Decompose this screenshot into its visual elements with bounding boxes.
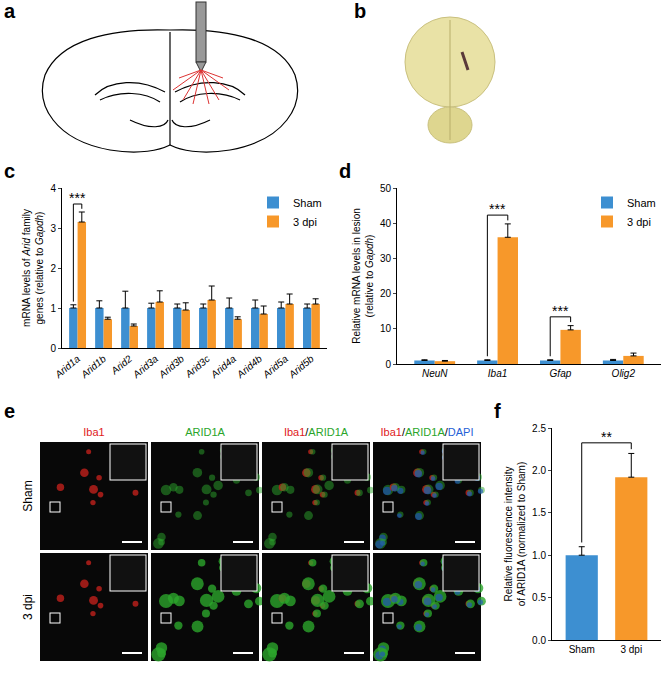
svg-text:Arid1b: Arid1b (78, 353, 108, 381)
svg-text:Relative mRNA levels in lesion: Relative mRNA levels in lesion(relative … (351, 208, 375, 344)
svg-text:Sham: Sham (627, 197, 656, 209)
svg-text:30: 30 (380, 253, 392, 264)
svg-text:Arid5b: Arid5b (286, 353, 316, 381)
svg-text:Olig2: Olig2 (612, 368, 636, 379)
svg-text:0: 0 (385, 359, 391, 370)
svg-text:***: *** (552, 303, 569, 319)
html-text:b: b (354, 0, 367, 22)
svg-text:Sham: Sham (293, 197, 322, 209)
svg-text:0.5: 0.5 (532, 592, 546, 603)
svg-text:1: 1 (50, 303, 56, 314)
svg-text:3 dpi: 3 dpi (627, 216, 651, 228)
html-text:d: d (339, 160, 352, 182)
svg-text:Sham: Sham (21, 480, 35, 511)
svg-text:50: 50 (380, 183, 392, 194)
svg-text:2: 2 (50, 263, 56, 274)
svg-text:Arid4b: Arid4b (234, 353, 264, 381)
svg-text:2.0: 2.0 (532, 465, 546, 476)
svg-text:Iba1/ARID1A: Iba1/ARID1A (284, 426, 349, 438)
svg-text:0: 0 (50, 343, 56, 354)
svg-text:***: *** (489, 201, 506, 217)
svg-text:Relative fluorescence intensit: Relative fluorescence intensityof ARID1A… (503, 462, 527, 607)
svg-text:NeuN: NeuN (422, 368, 448, 379)
svg-text:Sham: Sham (569, 644, 595, 655)
svg-text:3 dpi: 3 dpi (21, 594, 35, 620)
svg-text:Iba1/ARID1A/DAPI: Iba1/ARID1A/DAPI (381, 426, 474, 438)
svg-text:ARID1A: ARID1A (185, 426, 225, 438)
svg-text:2.5: 2.5 (532, 423, 546, 434)
svg-text:Arid4a: Arid4a (208, 353, 238, 381)
svg-text:Arid2: Arid2 (108, 353, 134, 377)
svg-text:4: 4 (50, 183, 56, 194)
svg-text:***: *** (69, 190, 86, 206)
svg-text:Gfap: Gfap (550, 368, 572, 379)
svg-text:Arid3c: Arid3c (182, 353, 212, 380)
svg-text:Arid3a: Arid3a (130, 353, 160, 381)
svg-text:3: 3 (50, 223, 56, 234)
svg-text:Arid3b: Arid3b (156, 353, 186, 381)
svg-text:mRNA levels of Arid familygene: mRNA levels of Arid familygenes (relativ… (21, 209, 45, 327)
svg-text:20: 20 (380, 288, 392, 299)
svg-text:1.5: 1.5 (532, 507, 546, 518)
svg-text:Iba1: Iba1 (83, 426, 104, 438)
svg-text:3 dpi: 3 dpi (293, 216, 317, 228)
svg-text:Arid5a: Arid5a (260, 353, 290, 381)
html-text:c: c (4, 160, 16, 182)
html-text:a: a (4, 0, 16, 22)
svg-text:3 dpi: 3 dpi (620, 644, 642, 655)
svg-text:0.0: 0.0 (532, 635, 546, 646)
html-text:f: f (494, 400, 501, 422)
svg-text:Iba1: Iba1 (488, 368, 507, 379)
svg-text:Arid1a: Arid1a (52, 353, 82, 381)
svg-text:**: ** (601, 429, 612, 445)
html-text:e: e (4, 400, 16, 422)
svg-text:40: 40 (380, 218, 392, 229)
svg-text:1.0: 1.0 (532, 550, 546, 561)
svg-text:10: 10 (380, 323, 392, 334)
